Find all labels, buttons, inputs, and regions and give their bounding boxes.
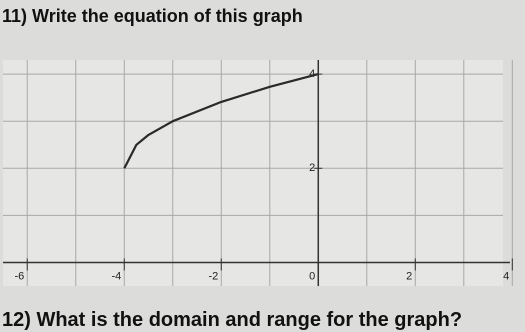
question: 12) What is the domain and range for the…: [2, 309, 463, 331]
y-tick-label: 2: [309, 162, 315, 174]
x-tick-label: -4: [111, 270, 121, 282]
x-tick-label: 4: [503, 270, 509, 282]
curve: [123, 73, 319, 169]
x-tick-label: -6: [14, 270, 24, 282]
x-tick-label: -2: [208, 270, 218, 282]
x-tick-label: 2: [406, 270, 412, 282]
y-tick-label: 4: [309, 68, 315, 80]
x-tick-label: 0: [309, 270, 315, 282]
graph-paper: [3, 60, 503, 286]
question: 11) Write the equation of this graph: [2, 6, 303, 26]
